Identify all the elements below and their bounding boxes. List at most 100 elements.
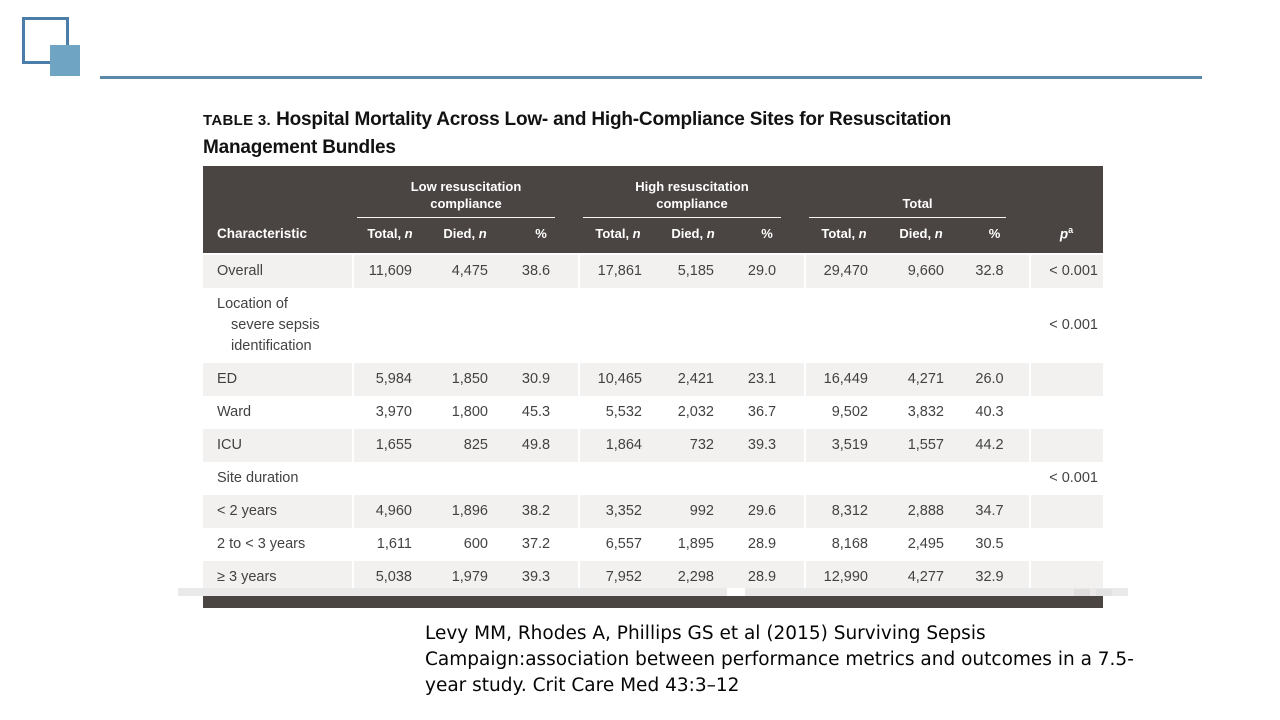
cell-characteristic: Site duration [217, 470, 299, 486]
cell-total-total-n: 29,470 [804, 253, 883, 288]
col-header-total-pct: % [959, 218, 1030, 254]
table-row: Overall 11,609 4,475 38.6 17,861 5,185 29.0 29,… [203, 253, 1103, 288]
cell-high-total-n: 5,532 [578, 396, 657, 429]
cell-characteristic: < 2 years [203, 495, 353, 528]
cell-total-pct: 40.3 [975, 404, 1004, 420]
cell-characteristic: Overall [203, 253, 353, 288]
cell-total-died-n: 2,888 [883, 495, 959, 528]
table-title: TABLE 3. Hospital Mortality Across Low- … [203, 106, 1103, 161]
cell-low-total-n: 5,984 [352, 363, 427, 396]
cell-p-value: < 0.001 [1029, 462, 1103, 495]
cell-total-died-n: 2,495 [907, 536, 944, 552]
cell-low-died-n [427, 288, 503, 363]
col-header-high-total-n: Total, n [579, 218, 657, 254]
cell-characteristic: 2 to < 3 years [217, 536, 306, 552]
cell-low-total-n: 3,970 [352, 396, 427, 429]
col-header-low-died-n: Died, n [427, 218, 503, 254]
cell-low-died-n: 1,850 [427, 363, 503, 396]
screenshot-edge-strip [178, 588, 1128, 596]
table-footer-bar [203, 594, 1103, 608]
table-header-sub-row: Total, n Died, n % Total, n Died, n % To… [203, 218, 1103, 254]
col-header-p-value: pa [1030, 166, 1103, 254]
logo-filled-square-icon [50, 45, 80, 76]
group-underline [583, 217, 781, 218]
table-title-line1: TABLE 3. Hospital Mortality Across Low- … [203, 109, 951, 130]
screenshot-edge-artifact [1096, 589, 1112, 596]
cell-high-pct [729, 288, 805, 363]
table-figure: TABLE 3. Hospital Mortality Across Low- … [203, 106, 1103, 608]
cell-low-pct: 45.3 [521, 404, 551, 420]
cell-high-total-n [578, 288, 657, 363]
cell-low-total-n: 1,611 [352, 528, 427, 561]
screenshot-edge-notch [727, 588, 745, 596]
mortality-table: Characteristic Low resuscitation complia… [203, 166, 1103, 594]
cell-low-died-n: 1,896 [427, 495, 503, 528]
col-header-low-total-n: Total, n [353, 218, 427, 254]
cell-total-pct: 44.2 [959, 429, 1030, 462]
table-row: Location of severe sepsis identification < … [203, 288, 1103, 363]
cell-high-total-n: 10,465 [578, 363, 657, 396]
header-divider-line [100, 76, 1202, 79]
col-header-total-died-n: Died, n [883, 218, 959, 254]
cell-high-pct [729, 462, 805, 495]
cell-low-died-n: 825 [427, 429, 503, 462]
cell-high-pct: 23.1 [729, 363, 805, 396]
logo-outline-square-icon [22, 17, 69, 64]
citation-line2: Campaign:association between performance… [425, 649, 1134, 670]
cell-high-pct: 39.3 [729, 429, 805, 462]
cell-low-died-n [427, 462, 503, 495]
cell-high-pct: 29.6 [729, 495, 805, 528]
cell-total-total-n: 8,168 [804, 528, 883, 561]
table-header-group-row: Characteristic Low resuscitation complia… [203, 166, 1103, 254]
cell-low-pct: 30.9 [503, 363, 579, 396]
cell-high-pct: 28.9 [747, 536, 777, 552]
cell-total-died-n: 3,832 [907, 404, 944, 420]
cell-high-total-n [578, 462, 657, 495]
cell-p-value: < 0.001 [1029, 253, 1103, 288]
table-row: < 2 years 4,960 1,896 38.2 3,352 992 29.6 8,312… [203, 495, 1103, 528]
table-title-line2: Management Bundles [203, 137, 396, 158]
cell-p-value [1029, 429, 1103, 462]
cell-low-pct [503, 288, 579, 363]
cell-low-pct: 38.2 [503, 495, 579, 528]
cell-p-value [1029, 363, 1103, 396]
col-header-low-pct: % [503, 218, 579, 254]
cell-high-pct: 29.0 [729, 253, 805, 288]
cell-high-died-n: 732 [657, 429, 729, 462]
col-header-total-total-n: Total, n [805, 218, 883, 254]
cell-p-value [1029, 528, 1103, 561]
cell-total-died-n: 1,557 [883, 429, 959, 462]
cell-high-total-n: 1,864 [578, 429, 657, 462]
cell-low-died-n: 1,800 [451, 404, 488, 420]
col-group-total: Total [805, 166, 1030, 218]
cell-total-total-n [804, 462, 883, 495]
citation-line1: Levy MM, Rhodes A, Phillips GS et al (20… [425, 623, 986, 644]
cell-high-died-n [657, 462, 729, 495]
cell-characteristic: ED [203, 363, 353, 396]
cell-high-died-n: 2,421 [657, 363, 729, 396]
table-row: Site duration < 0.001 [203, 462, 1103, 495]
citation: Levy MM, Rhodes A, Phillips GS et al (20… [425, 621, 1134, 699]
cell-total-pct: 32.8 [959, 253, 1030, 288]
cell-high-pct: 36.7 [747, 404, 777, 420]
cell-low-pct: 38.6 [503, 253, 579, 288]
cell-characteristic: ICU [203, 429, 353, 462]
col-group-low-compliance: Low resuscitation compliance [353, 166, 579, 218]
cell-high-died-n: 5,185 [657, 253, 729, 288]
cell-total-died-n: 9,660 [883, 253, 959, 288]
cell-total-pct: 26.0 [959, 363, 1030, 396]
cell-high-total-n: 3,352 [578, 495, 657, 528]
table-number-label: TABLE 3. [203, 112, 271, 129]
cell-low-pct: 37.2 [521, 536, 551, 552]
cell-characteristic: Location of severe sepsis identification [217, 296, 320, 354]
cell-total-total-n: 16,449 [804, 363, 883, 396]
cell-characteristic: Ward [217, 404, 252, 420]
cell-low-died-n: 600 [463, 536, 488, 552]
cell-total-total-n: 8,312 [804, 495, 883, 528]
citation-line3: year study. Crit Care Med 43:3–12 [425, 675, 740, 696]
cell-low-total-n: 4,960 [352, 495, 427, 528]
cell-total-pct [959, 462, 1030, 495]
cell-high-died-n: 2,032 [677, 404, 714, 420]
table-body: Overall 11,609 4,475 38.6 17,861 5,185 29.0 29,… [203, 253, 1103, 594]
